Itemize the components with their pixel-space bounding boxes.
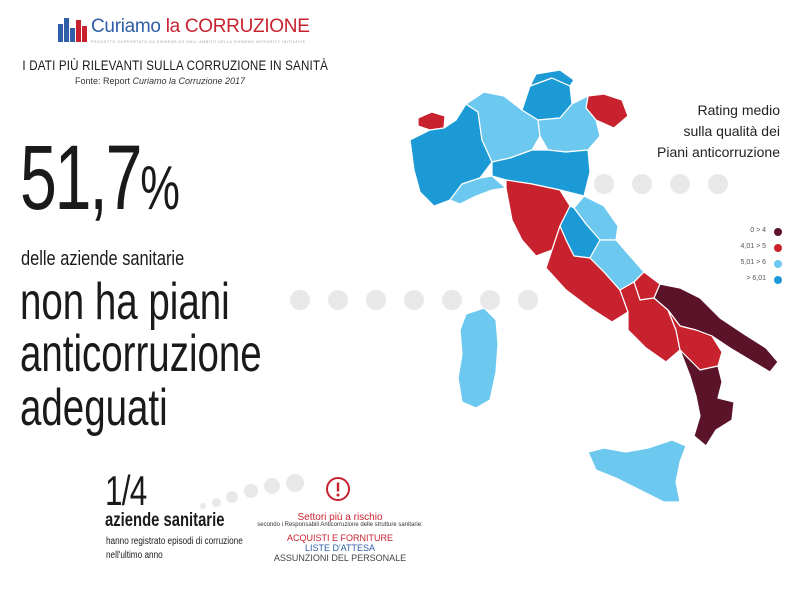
risk-title: Settori più a rischio <box>297 512 383 523</box>
main-stat-line-1: non ha piani <box>20 273 230 331</box>
quarter-stat-label: aziende sanitarie <box>105 510 225 531</box>
page-headline: I DATI PIÙ RILEVANTI SULLA CORRUZIONE IN… <box>22 58 329 73</box>
region-lombardia <box>465 91 541 163</box>
risk-subtitle: secondo i Responsabili Anticorruzione de… <box>257 522 423 528</box>
legend-swatch <box>774 276 782 284</box>
bars-logo-icon <box>58 18 88 42</box>
legend-swatch <box>774 244 782 252</box>
exclamation-circle-icon <box>326 477 350 501</box>
legend-swatch <box>774 260 782 268</box>
risk-item: ACQUISTI E FORNITURE <box>286 533 393 543</box>
main-stat-line-3: adeguati <box>20 379 168 437</box>
quarter-stat-desc-2: nell'ultimo anno <box>106 550 163 561</box>
percent-sign: % <box>140 154 180 223</box>
main-percentage: 51,7% <box>20 132 180 224</box>
legend-item: 5,01 > 6 <box>700 258 782 270</box>
main-percentage-value: 51,7 <box>20 127 142 229</box>
region-sardegna <box>457 307 499 409</box>
brand-logo: Curiamo la CORRUZIONE PROGETTO SUPPORTAT… <box>58 16 310 50</box>
quarter-stat-value: 1/4 <box>105 467 147 514</box>
region-valle-daosta <box>417 111 446 131</box>
brand-tagline: PROGETTO SUPPORTATO DA SIEMENS AG NELL'A… <box>91 40 306 44</box>
main-stat-subtitle: delle aziende sanitarie <box>21 248 185 270</box>
brand-name: Curiamo la CORRUZIONE <box>91 16 310 37</box>
main-stat-line-2: anticorruzione <box>20 325 262 383</box>
map-title: Rating medio sulla qualità dei Piani ant… <box>657 102 780 160</box>
risk-item: ASSUNZIONI DEL PERSONALE <box>273 553 407 563</box>
region-sicilia <box>587 439 687 503</box>
quarter-stat-desc-1: hanno registrato episodi di corruzione <box>106 536 243 547</box>
region-basilicata <box>667 309 723 371</box>
legend-item: 4,01 > 5 <box>700 242 782 254</box>
region-alto-adige <box>529 69 575 87</box>
legend-item: > 6,01 <box>700 274 782 286</box>
legend-swatch <box>774 228 782 236</box>
risk-item: LISTE D'ATTESA <box>304 543 376 553</box>
source-note: Fonte: Report Curiamo la Corruzione 2017 <box>74 76 246 86</box>
region-veneto <box>537 95 601 153</box>
region-calabria <box>679 349 735 447</box>
legend-item: 0 > 4 <box>700 226 782 238</box>
